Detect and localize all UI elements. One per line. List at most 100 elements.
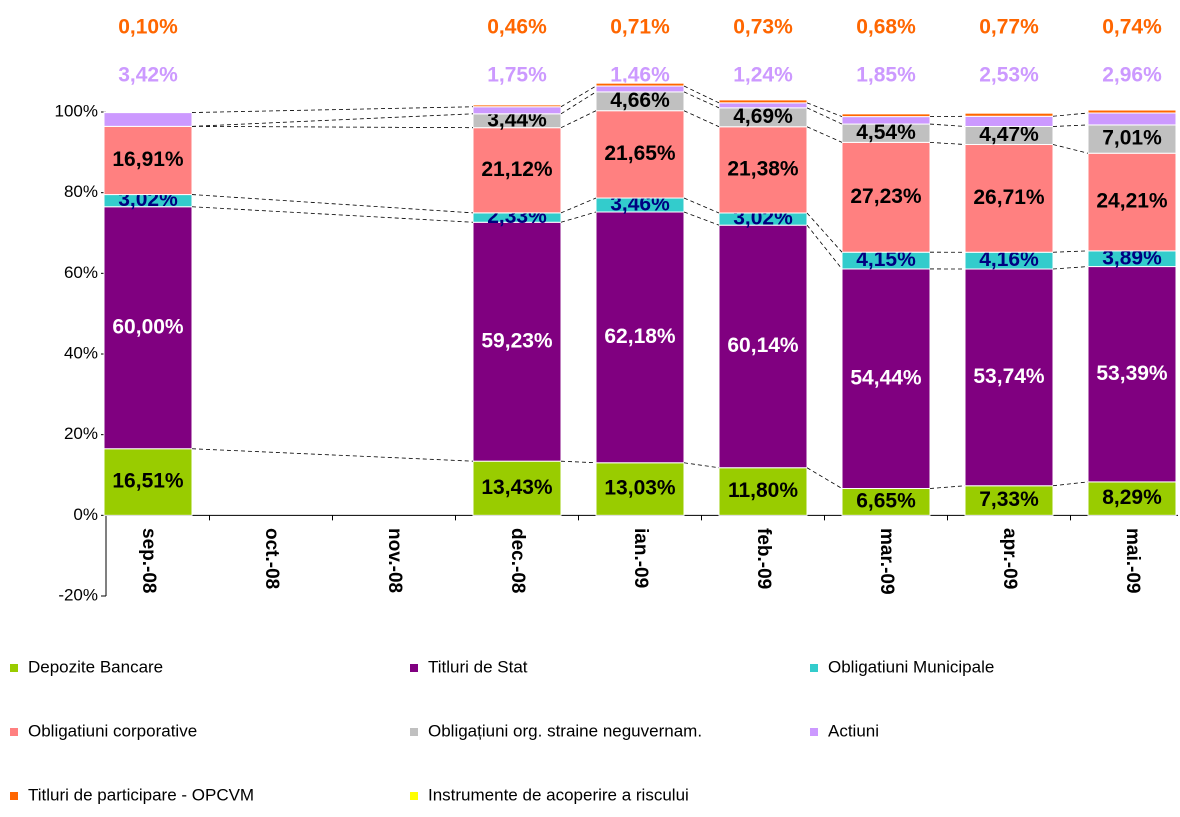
series-connector bbox=[1053, 145, 1088, 154]
bar-segment bbox=[842, 117, 930, 124]
legend-swatch bbox=[10, 664, 18, 672]
data-label: 54,44% bbox=[850, 366, 922, 389]
series-connector bbox=[1053, 267, 1088, 269]
series-connector bbox=[192, 126, 473, 127]
data-label: 11,80% bbox=[728, 479, 798, 502]
data-label: 27,23% bbox=[850, 185, 922, 208]
data-label: 21,65% bbox=[604, 142, 676, 165]
data-label: 16,51% bbox=[112, 470, 184, 493]
data-label: 16,91% bbox=[112, 148, 184, 171]
data-label: 0,10% bbox=[118, 16, 178, 39]
legend-label: Depozite Bancare bbox=[28, 657, 163, 676]
series-connector bbox=[561, 461, 596, 463]
y-tick-label: 60% bbox=[64, 263, 98, 282]
data-label: 0,46% bbox=[487, 16, 547, 39]
series-connector bbox=[192, 449, 473, 461]
series-connector bbox=[1053, 113, 1088, 116]
data-label: 1,75% bbox=[487, 64, 547, 87]
data-label: 60,14% bbox=[727, 334, 799, 357]
x-tick-label: nov.-08 bbox=[384, 528, 405, 593]
bar-segment bbox=[596, 83, 684, 86]
data-label: 0,77% bbox=[979, 16, 1039, 39]
legend-swatch bbox=[10, 792, 18, 800]
data-label: 21,12% bbox=[481, 158, 553, 181]
series-connector bbox=[192, 114, 473, 127]
x-tick-label: mar.-09 bbox=[876, 528, 897, 595]
data-label: 2,53% bbox=[979, 64, 1039, 87]
bar-segment bbox=[104, 113, 192, 127]
series-connector bbox=[1053, 125, 1088, 127]
data-label: 53,39% bbox=[1096, 362, 1168, 385]
data-label: 59,23% bbox=[481, 329, 553, 352]
series-connector bbox=[192, 207, 473, 223]
x-tick-label: apr.-09 bbox=[999, 528, 1020, 589]
bar-segment bbox=[596, 86, 684, 92]
series-connector bbox=[807, 468, 842, 489]
data-label: 6,65% bbox=[856, 489, 916, 512]
data-label: 0,74% bbox=[1102, 16, 1162, 39]
y-tick-label: 20% bbox=[64, 424, 98, 443]
legend-swatch bbox=[10, 728, 18, 736]
y-tick-label: 40% bbox=[64, 343, 98, 362]
series-connector bbox=[684, 111, 719, 127]
series-connector bbox=[561, 92, 596, 114]
series-connector bbox=[1053, 251, 1088, 252]
legend-label: Obligațiuni org. straine neguvernam. bbox=[428, 721, 702, 740]
data-label: 21,38% bbox=[727, 157, 799, 180]
data-label: 8,29% bbox=[1102, 486, 1162, 509]
legend-swatch bbox=[410, 792, 418, 800]
legend-label: Titluri de Stat bbox=[428, 657, 528, 676]
series-connector bbox=[561, 212, 596, 222]
data-label: 0,68% bbox=[856, 16, 916, 39]
legend-label: Obligatiuni Municipale bbox=[828, 657, 994, 676]
y-tick-label: 80% bbox=[64, 182, 98, 201]
data-label: 13,43% bbox=[481, 476, 553, 499]
series-connector bbox=[684, 92, 719, 108]
series-connector bbox=[684, 86, 719, 103]
x-tick-label: feb.-09 bbox=[753, 528, 774, 589]
series-connector bbox=[561, 111, 596, 128]
data-label: 0,71% bbox=[610, 16, 670, 39]
data-label: 60,00% bbox=[112, 315, 184, 338]
series-connector bbox=[930, 486, 965, 489]
bar-segment bbox=[1088, 110, 1176, 113]
legend-label: Titluri de participare - OPCVM bbox=[28, 785, 254, 804]
y-tick-label: -20% bbox=[58, 585, 98, 604]
series-connector bbox=[807, 103, 842, 117]
data-label: 3,42% bbox=[118, 64, 178, 87]
y-tick-label: 0% bbox=[73, 505, 98, 524]
bar-segment bbox=[719, 103, 807, 108]
series-connector bbox=[192, 107, 473, 113]
series-connector bbox=[561, 198, 596, 213]
y-tick-label: 100% bbox=[55, 101, 98, 120]
data-label: 24,21% bbox=[1096, 190, 1168, 213]
bar-segment bbox=[1088, 113, 1176, 125]
bar-segment bbox=[473, 107, 561, 114]
series-connector bbox=[684, 198, 719, 213]
legend-swatch bbox=[810, 664, 818, 672]
series-connector bbox=[930, 124, 965, 126]
x-tick-label: sep.-08 bbox=[138, 528, 159, 593]
bar-segment bbox=[965, 113, 1053, 116]
data-label: 53,74% bbox=[973, 365, 1045, 388]
bar-segment bbox=[965, 116, 1053, 126]
legend-swatch bbox=[410, 728, 418, 736]
data-label: 26,71% bbox=[973, 186, 1045, 209]
data-label: 7,33% bbox=[979, 488, 1039, 511]
data-label: 7,01% bbox=[1102, 127, 1162, 150]
series-connector bbox=[807, 213, 842, 252]
x-tick-label: ian.-09 bbox=[630, 528, 651, 588]
x-tick-label: mai.-09 bbox=[1122, 528, 1143, 593]
legend-label: Instrumente de acoperire a riscului bbox=[428, 785, 689, 804]
series-connector bbox=[807, 225, 842, 269]
legend-swatch bbox=[410, 664, 418, 672]
bar-segment bbox=[719, 100, 807, 103]
bar-segment bbox=[473, 105, 561, 107]
data-label: 0,73% bbox=[733, 16, 793, 39]
data-label: 2,96% bbox=[1102, 64, 1162, 87]
legend-label: Obligatiuni corporative bbox=[28, 721, 197, 740]
series-connector bbox=[684, 212, 719, 225]
data-label: 62,18% bbox=[604, 325, 676, 348]
